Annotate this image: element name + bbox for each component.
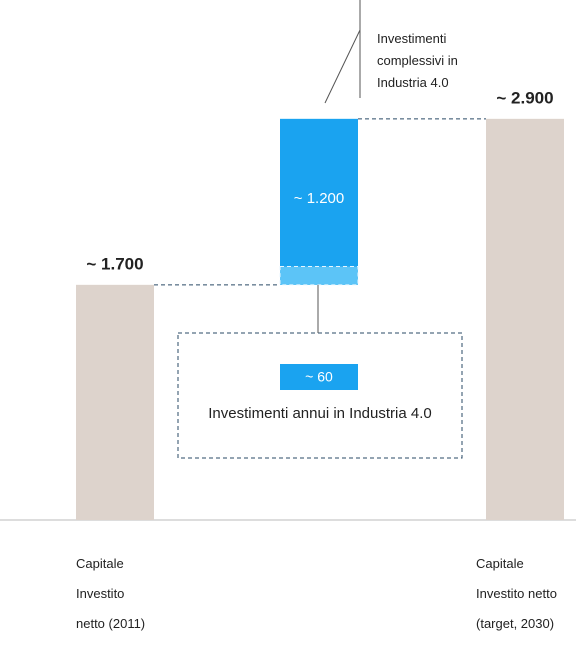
x-tick-label: Capitale Investito netto (target, 2030) [476, 556, 557, 631]
x-tick-label: Capitale Investito netto (2011) [76, 556, 145, 631]
annual-label-bg [280, 364, 358, 390]
value-label: ~ 1.700 [86, 254, 143, 273]
annual-segment [279, 266, 359, 286]
annual-label: Investimenti annui in Industria 4.0 [208, 405, 431, 422]
callout-line [324, 29, 361, 104]
annotation: Investimenti complessivi in Industria 4.0 [377, 31, 458, 90]
bar [280, 118, 358, 285]
bar [76, 284, 154, 520]
annual-box [177, 332, 463, 459]
value-label: ~ 2.900 [496, 88, 553, 107]
bar [486, 118, 564, 520]
value-label: ~ 1.200 [294, 190, 344, 207]
annual-value-label: ~ 60 [305, 369, 333, 385]
